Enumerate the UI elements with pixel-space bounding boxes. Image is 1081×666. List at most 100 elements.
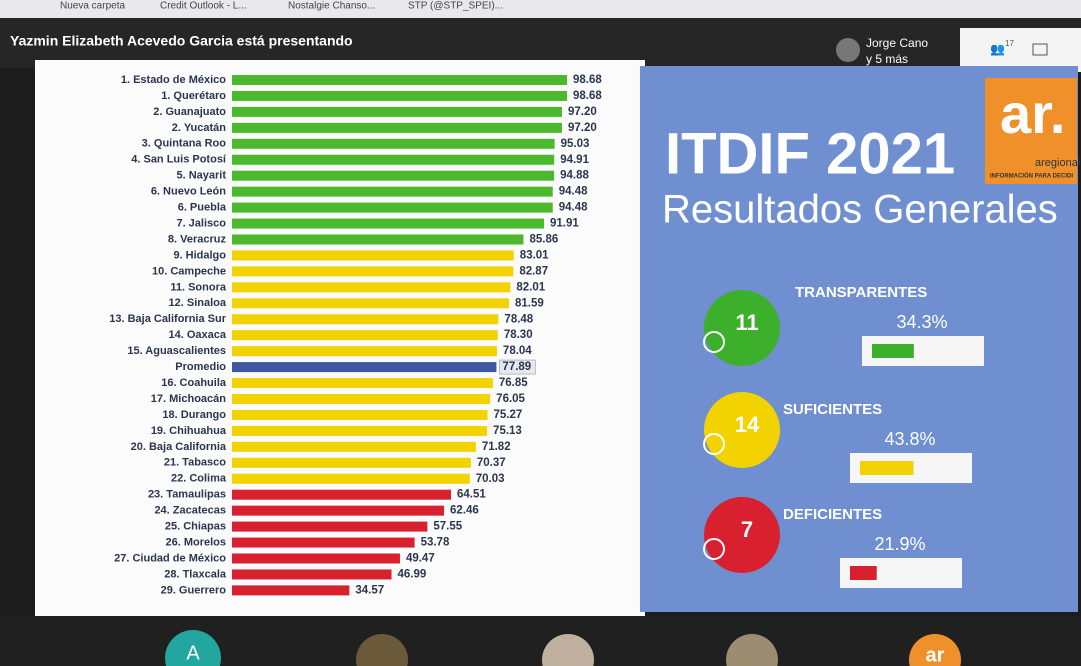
bar xyxy=(232,473,470,484)
category-label: 19. Chihuahua xyxy=(151,425,227,437)
bar xyxy=(232,314,499,325)
count: 11 xyxy=(735,310,758,335)
participant: Jorge Cano xyxy=(866,36,928,50)
panel-subtitle: Resultados Generales xyxy=(662,188,1058,232)
category-label: 1. Estado de México xyxy=(121,74,226,86)
bar xyxy=(232,138,555,149)
value-label: 76.85 xyxy=(499,377,528,389)
value-label: 94.48 xyxy=(559,186,588,198)
bar xyxy=(232,90,567,101)
avatar xyxy=(909,634,961,666)
presenter: Yazmin Elizabeth Acevedo Garcia está pre… xyxy=(10,33,353,49)
bookmark[interactable]: Nueva carpeta xyxy=(60,1,125,12)
value-label: 97.20 xyxy=(568,122,597,134)
category-label: 2. Guanajuato xyxy=(153,106,226,118)
value-label: 49.47 xyxy=(406,553,435,565)
bar xyxy=(232,266,514,277)
bar xyxy=(232,457,471,468)
participants-count: 17 xyxy=(1005,39,1014,48)
bar xyxy=(232,298,509,309)
value-label: 83.01 xyxy=(520,249,549,261)
category-label: 10. Campeche xyxy=(152,265,226,277)
category-label: 20. Baja California xyxy=(131,441,227,453)
category-label: 8. Veracruz xyxy=(168,233,227,245)
bar xyxy=(232,441,476,452)
avatar-logo: ar xyxy=(926,644,945,666)
others: y 5 más xyxy=(866,52,908,66)
people-icon[interactable]: 👥 xyxy=(990,42,1005,56)
value-label: 71.82 xyxy=(482,441,511,453)
bookmark[interactable]: Nostalgie Chanso... xyxy=(288,1,375,12)
category-label: 7. Jalisco xyxy=(176,217,226,229)
value-label: 70.37 xyxy=(477,457,506,469)
toolbar xyxy=(960,28,1081,72)
category-label: 18. Durango xyxy=(162,409,226,421)
bookmark[interactable]: Credit Outlook - L... xyxy=(160,1,247,12)
value-label: 46.99 xyxy=(398,568,427,580)
category: TRANSPARENTES xyxy=(795,284,927,301)
bar xyxy=(232,489,451,500)
category-label: 25. Chiapas xyxy=(165,521,226,533)
bar xyxy=(232,250,514,261)
progress-fill xyxy=(872,344,914,358)
value-label: 76.05 xyxy=(496,393,525,405)
logo-box xyxy=(985,78,1077,184)
panel-title: ITDIF 2021 xyxy=(665,121,955,186)
value-label: 64.51 xyxy=(457,489,486,501)
progress-fill xyxy=(850,566,877,580)
value-label: 85.86 xyxy=(529,234,558,246)
value-label: 94.88 xyxy=(560,170,589,182)
category-label: 26. Morelos xyxy=(165,536,226,548)
value-label: 82.87 xyxy=(519,265,548,277)
progress-fill xyxy=(860,461,914,475)
count: 7 xyxy=(741,517,753,542)
avatar xyxy=(726,634,778,666)
category-label: 13. Baja California Sur xyxy=(109,313,226,325)
category-label: 2. Yucatán xyxy=(172,122,226,134)
bar xyxy=(232,378,493,389)
category-label: 12. Sinaloa xyxy=(169,297,227,309)
category-label: 28. Tlaxcala xyxy=(164,568,227,580)
avatar xyxy=(542,634,594,666)
bar xyxy=(232,154,555,165)
value-label: 70.03 xyxy=(476,473,505,485)
count: 14 xyxy=(735,412,760,437)
category-label: 16. Coahuila xyxy=(161,377,227,389)
bar xyxy=(232,122,562,133)
value-label: 57.55 xyxy=(433,521,462,533)
logo: ar. xyxy=(1000,82,1065,145)
magnifier xyxy=(703,331,725,353)
bar xyxy=(232,346,497,357)
category-label: 3. Quintana Roo xyxy=(142,138,227,150)
category-label: 1. Querétaro xyxy=(161,90,226,102)
magnifier xyxy=(703,433,725,455)
highlight xyxy=(498,359,536,375)
percent: 43.8% xyxy=(884,429,935,449)
value-label: 81.59 xyxy=(515,297,544,309)
avatar-letter: A xyxy=(186,642,200,664)
logo-tagline: INFORMACIÓN PARA DECIDI xyxy=(990,172,1073,180)
category-label: 24. Zacatecas xyxy=(154,505,226,517)
avatar xyxy=(165,630,221,666)
value-label: 91.91 xyxy=(550,218,579,230)
bar xyxy=(232,330,498,341)
bar xyxy=(232,585,350,596)
category-label: 23. Tamaulipas xyxy=(148,489,226,501)
category: SUFICIENTES xyxy=(783,401,882,418)
bar xyxy=(232,409,488,420)
category-label: 14. Oaxaca xyxy=(169,329,227,341)
bookmark[interactable]: STP (@STP_SPEI)... xyxy=(408,1,503,12)
logo-name: aregional xyxy=(1035,157,1080,169)
category-label: Promedio xyxy=(175,361,226,373)
chat-icon[interactable] xyxy=(1032,43,1048,56)
bar xyxy=(232,425,488,436)
category-label: 6. Puebla xyxy=(178,202,227,214)
bookmark-bar xyxy=(0,0,1081,18)
value-label: 75.27 xyxy=(494,409,523,421)
category-label: 6. Nuevo León xyxy=(151,186,226,198)
category-label: 5. Nayarit xyxy=(176,170,226,182)
bar xyxy=(232,362,497,373)
bar xyxy=(232,106,562,117)
